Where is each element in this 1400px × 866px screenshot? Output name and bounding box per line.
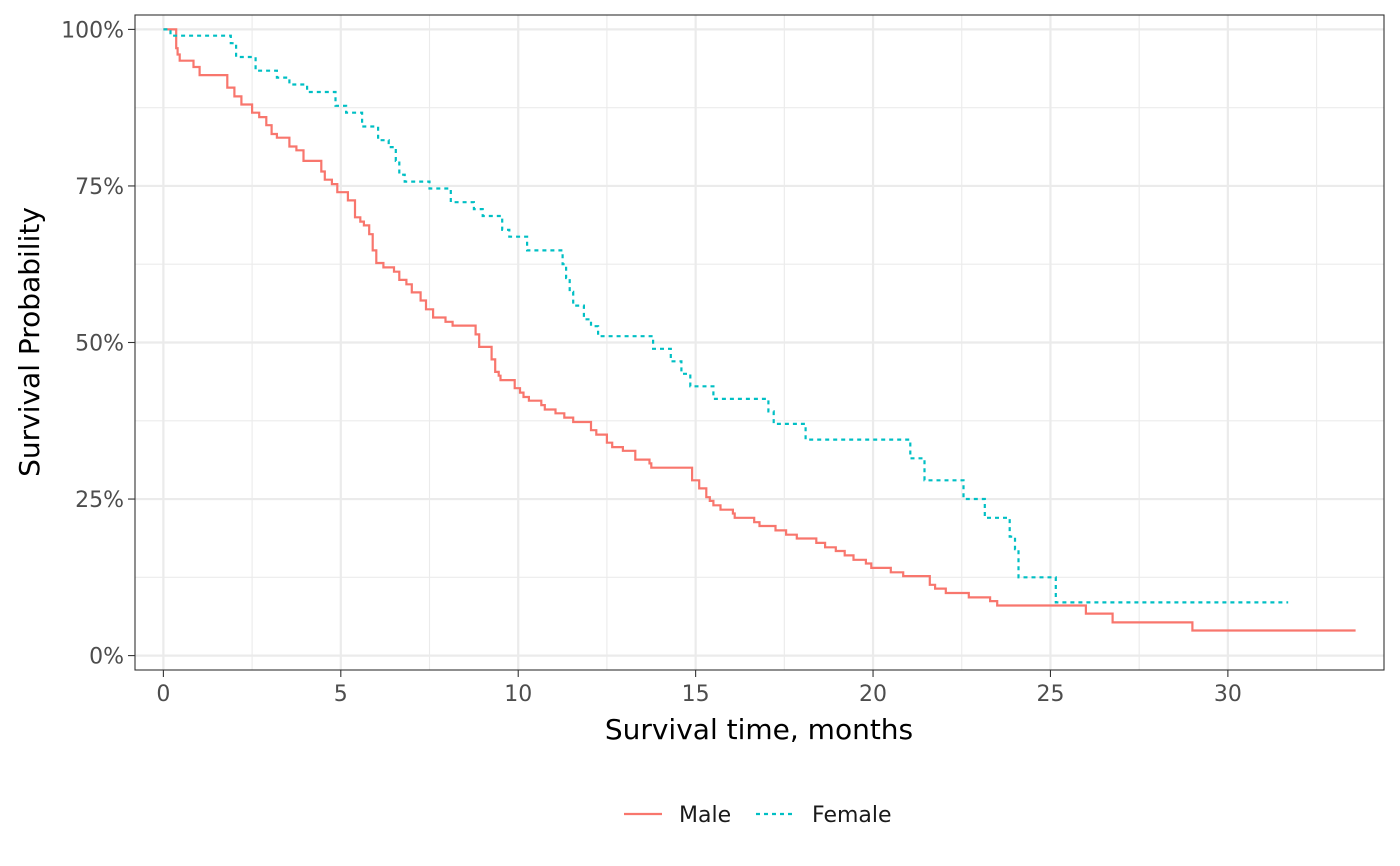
y-tick-label: 0% — [89, 645, 124, 670]
grid-major-lines — [135, 15, 1384, 670]
x-tick-label: 30 — [1214, 682, 1242, 707]
x-tick-label: 25 — [1036, 682, 1064, 707]
x-tick-label: 5 — [334, 682, 348, 707]
series-line-female — [163, 28, 1289, 604]
x-tick-label: 10 — [504, 682, 532, 707]
legend-label-female: Female — [812, 803, 892, 828]
y-tick-label: 50% — [75, 332, 124, 357]
survival-curves — [163, 28, 1356, 632]
plot-area — [134, 14, 1385, 671]
y-tick-label: 100% — [61, 18, 124, 43]
y-axis: 0% 25% 50% 75% 100% — [61, 18, 135, 670]
x-tick-label: 0 — [156, 682, 170, 707]
legend-label-male: Male — [679, 803, 731, 828]
y-tick-label: 75% — [75, 175, 124, 200]
x-axis: 0 5 10 15 20 25 30 — [156, 670, 1242, 707]
x-tick-label: 15 — [682, 682, 710, 707]
legend: Male Female — [624, 803, 892, 828]
y-axis-title: Survival Probability — [13, 207, 46, 477]
x-axis-title: Survival time, months — [605, 713, 913, 746]
y-tick-label: 25% — [75, 488, 124, 513]
x-tick-label: 20 — [859, 682, 887, 707]
series-line-male — [163, 28, 1356, 632]
